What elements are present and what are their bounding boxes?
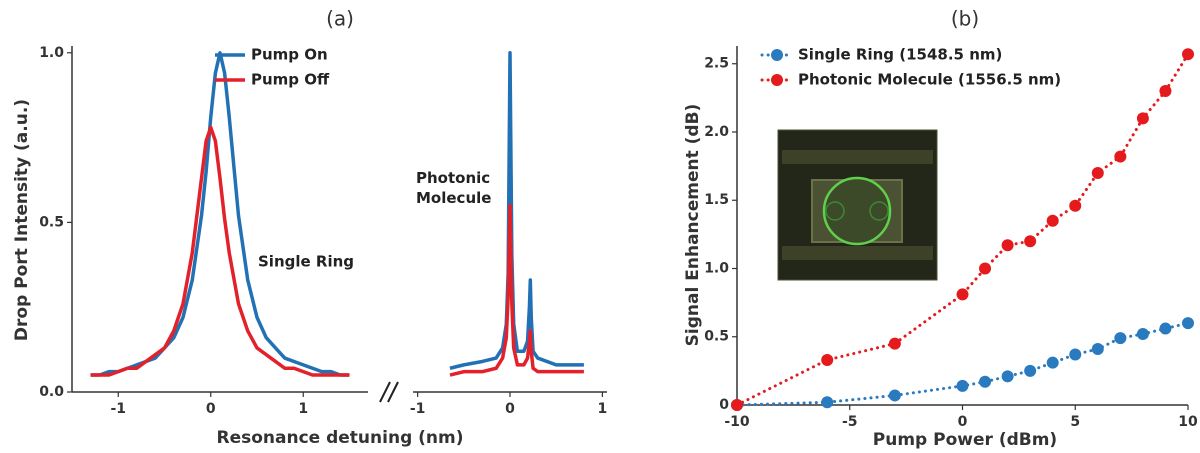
x-tick-label: 0 xyxy=(958,414,968,430)
legend-label: Pump Off xyxy=(251,71,330,89)
data-line xyxy=(90,125,350,377)
data-point xyxy=(821,353,834,366)
x-tick-label: 5 xyxy=(1070,414,1080,430)
data-point xyxy=(956,288,969,301)
y-tick-label: 1.0 xyxy=(704,260,729,276)
annotation: Single Ring xyxy=(258,253,354,271)
annotation: Photonic Molecule xyxy=(416,169,492,207)
data-line xyxy=(90,51,350,377)
x-tick-label: -5 xyxy=(842,414,858,430)
data-point xyxy=(1069,199,1082,212)
y-axis-label: Signal Enhancement (dB) xyxy=(683,104,703,347)
data-line xyxy=(735,52,1190,407)
data-point xyxy=(888,389,901,402)
data-point xyxy=(1069,348,1082,361)
legend-label: Photonic Molecule (1556.5 nm) xyxy=(798,71,1061,89)
data-point xyxy=(1091,166,1104,179)
chart-title: (b) xyxy=(951,7,979,31)
y-tick-label: 2.5 xyxy=(704,56,729,72)
data-point xyxy=(888,337,901,350)
data-point xyxy=(1136,328,1149,341)
y-tick-label: 1.0 xyxy=(39,45,64,61)
data-point xyxy=(1024,364,1037,377)
inset-image xyxy=(777,129,938,281)
x-tick-label: -1 xyxy=(110,401,126,417)
data-point xyxy=(1001,239,1014,252)
x-tick-label: 0 xyxy=(206,401,216,417)
x-tick-label: 1 xyxy=(298,401,308,417)
data-line xyxy=(449,51,584,370)
y-tick-label: 0 xyxy=(719,397,729,413)
x-axis-label: Resonance detuning (nm) xyxy=(216,428,463,448)
data-point xyxy=(1159,85,1172,98)
legend-label: Single Ring (1548.5 nm) xyxy=(798,46,1002,64)
data-point xyxy=(1046,356,1059,369)
data-point xyxy=(979,375,992,388)
data-point xyxy=(821,396,834,409)
y-tick-label: 2.0 xyxy=(704,124,729,140)
data-point xyxy=(1046,214,1059,227)
y-tick-label: 0.0 xyxy=(39,384,64,400)
x-tick-label: -1 xyxy=(410,401,426,417)
axis-break xyxy=(379,381,391,403)
data-point xyxy=(1001,370,1014,383)
y-tick-label: 0.5 xyxy=(39,214,64,230)
legend-marker xyxy=(771,49,783,61)
data-point xyxy=(979,262,992,275)
data-point xyxy=(1091,343,1104,356)
data-point xyxy=(1024,235,1037,248)
x-tick-label: -10 xyxy=(724,414,750,430)
data-point xyxy=(1182,48,1194,61)
x-tick-label: 10 xyxy=(1178,414,1198,430)
data-point xyxy=(1136,112,1149,125)
legend-label: Pump On xyxy=(251,46,328,64)
legend-marker xyxy=(771,74,783,86)
data-point xyxy=(1159,322,1172,335)
data-line xyxy=(449,203,584,377)
data-point xyxy=(1114,150,1127,163)
data-point xyxy=(731,399,743,411)
x-tick-label: 1 xyxy=(598,401,608,417)
data-point xyxy=(956,379,969,392)
x-axis-label: Pump Power (dBm) xyxy=(873,430,1057,450)
data-point xyxy=(1114,332,1127,345)
x-tick-label: 0 xyxy=(505,401,515,417)
y-tick-label: 1.5 xyxy=(704,192,729,208)
axis-break xyxy=(387,381,399,403)
chart-title: (a) xyxy=(326,7,354,31)
data-line xyxy=(735,321,1190,407)
y-tick-label: 0.5 xyxy=(704,329,729,345)
y-axis-label: Drop Port Intensity (a.u.) xyxy=(12,99,32,341)
data-point xyxy=(1182,317,1194,330)
